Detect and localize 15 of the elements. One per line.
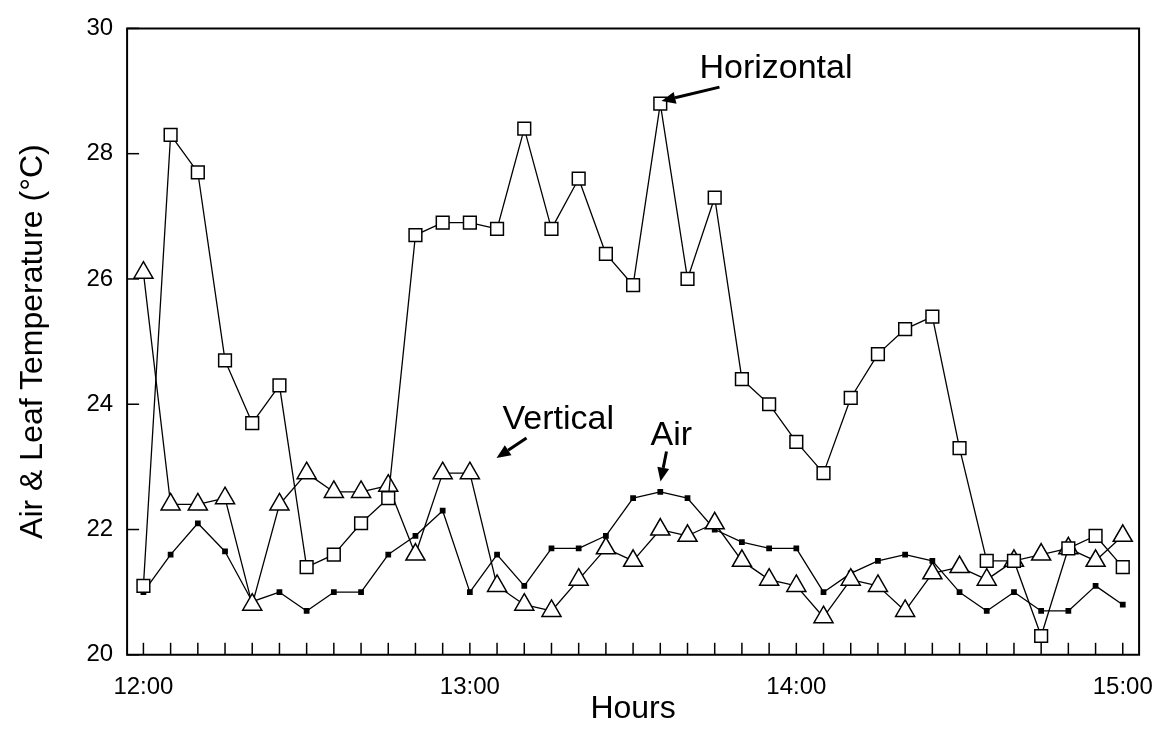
x-tick-label: 12:00 — [113, 671, 174, 699]
series-label: Air — [650, 413, 693, 452]
y-tick-label: 24 — [86, 388, 114, 416]
x-tick-label: 15:00 — [1092, 671, 1153, 699]
y-tick-label: 28 — [86, 138, 114, 166]
y-tick-label: 26 — [86, 263, 114, 291]
y-tick-label: 30 — [86, 13, 114, 41]
x-tick-label: 14:00 — [766, 671, 827, 699]
x-tick-label: 13:00 — [439, 671, 500, 699]
y-tick-label: 20 — [86, 639, 114, 667]
y-axis-title: Air & Leaf Temperature (°C) — [13, 144, 50, 539]
x-axis-title: Hours — [590, 688, 676, 725]
y-tick-label: 22 — [86, 514, 114, 542]
series-label: Horizontal — [699, 47, 853, 86]
series-label: Vertical — [502, 398, 615, 437]
